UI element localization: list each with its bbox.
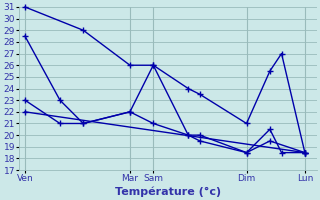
X-axis label: Température (°c): Température (°c) [115, 186, 221, 197]
